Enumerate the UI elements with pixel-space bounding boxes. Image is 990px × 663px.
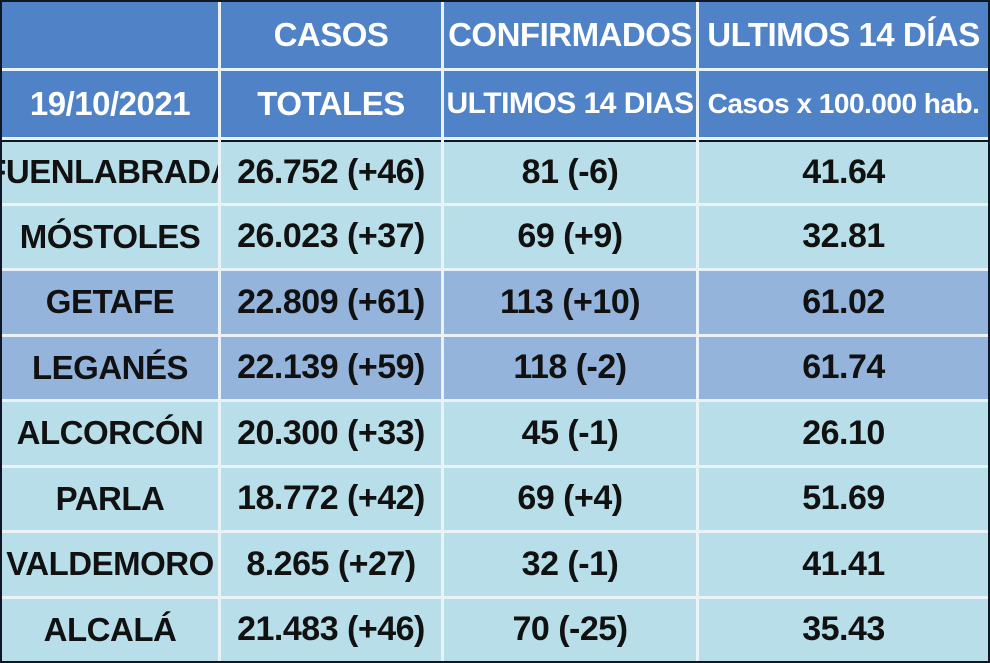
header-ultimos-14-dias-confirmados: ULTIMOS 14 DIAS	[444, 71, 696, 137]
header-date: 19/10/2021	[2, 71, 218, 137]
casos-totales-cell: 26.023 (+37)	[221, 205, 441, 268]
casos-100k-cell: 35.43	[699, 598, 988, 661]
casos-100k-cell: 41.64	[699, 140, 988, 203]
casos-100k-cell: 51.69	[699, 467, 988, 530]
header-casos-por-100k: Casos x 100.000 hab.	[699, 71, 988, 137]
casos-totales-cell: 22.139 (+59)	[221, 336, 441, 399]
casos-totales-cell: 21.483 (+46)	[221, 598, 441, 661]
header-corner-cell	[2, 2, 218, 68]
municipio-cell: MÓSTOLES	[2, 205, 218, 268]
municipio-cell: PARLA	[2, 467, 218, 530]
header-ultimos-14-dias: ULTIMOS 14 DÍAS	[699, 2, 988, 68]
header-casos: CASOS	[221, 2, 441, 68]
municipio-cell: FUENLABRADA	[2, 140, 218, 203]
casos-totales-cell: 18.772 (+42)	[221, 467, 441, 530]
casos-totales-cell: 26.752 (+46)	[221, 140, 441, 203]
confirmados-14-cell: 118 (-2)	[444, 336, 696, 399]
casos-totales-cell: 8.265 (+27)	[221, 533, 441, 596]
casos-100k-cell: 32.81	[699, 205, 988, 268]
municipio-cell: ALCALÁ	[2, 598, 218, 661]
casos-100k-cell: 61.74	[699, 336, 988, 399]
confirmados-14-cell: 69 (+4)	[444, 467, 696, 530]
confirmados-14-cell: 45 (-1)	[444, 402, 696, 465]
confirmados-14-cell: 81 (-6)	[444, 140, 696, 203]
header-totales: TOTALES	[221, 71, 441, 137]
casos-100k-cell: 41.41	[699, 533, 988, 596]
casos-totales-cell: 20.300 (+33)	[221, 402, 441, 465]
confirmados-14-cell: 69 (+9)	[444, 205, 696, 268]
casos-totales-cell: 22.809 (+61)	[221, 271, 441, 334]
municipio-cell: ALCORCÓN	[2, 402, 218, 465]
municipio-cell: VALDEMORO	[2, 533, 218, 596]
header-confirmados: CONFIRMADOS	[444, 2, 696, 68]
municipio-cell: LEGANÉS	[2, 336, 218, 399]
confirmados-14-cell: 113 (+10)	[444, 271, 696, 334]
casos-100k-cell: 26.10	[699, 402, 988, 465]
confirmados-14-cell: 70 (-25)	[444, 598, 696, 661]
confirmados-14-cell: 32 (-1)	[444, 533, 696, 596]
municipio-cell: GETAFE	[2, 271, 218, 334]
casos-100k-cell: 61.02	[699, 271, 988, 334]
